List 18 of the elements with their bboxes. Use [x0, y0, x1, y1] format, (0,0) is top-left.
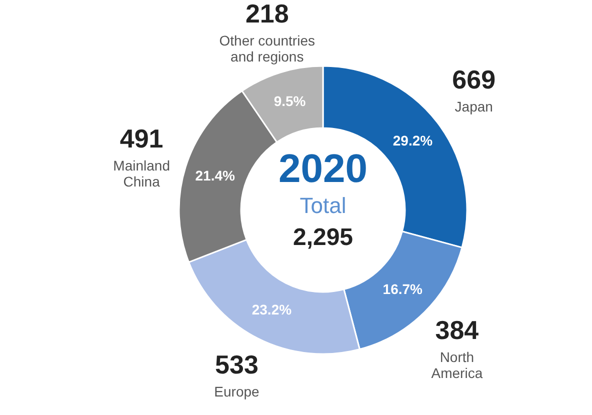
data-label: 21.4%: [195, 167, 236, 184]
slice-label: Japan: [454, 98, 493, 114]
text: 2,295: [292, 224, 354, 251]
data-label: 29.2%: [392, 132, 434, 148]
text: 2020: [278, 147, 368, 191]
data-label: 16.7%: [382, 281, 424, 298]
text: 218: [245, 0, 289, 28]
text: 384: [435, 314, 479, 345]
slice-label: North America: [431, 348, 483, 381]
slice-label: Mainland China: [113, 158, 170, 190]
data-label: 23.2%: [252, 302, 292, 318]
text: 533: [215, 349, 258, 380]
slice-label: Other countries and regions: [219, 32, 315, 64]
slice-label: Europe: [214, 383, 260, 400]
text: 491: [120, 124, 164, 154]
text: Total: [300, 193, 346, 218]
text: 669: [452, 64, 496, 94]
data-label: 9.5%: [274, 92, 306, 109]
